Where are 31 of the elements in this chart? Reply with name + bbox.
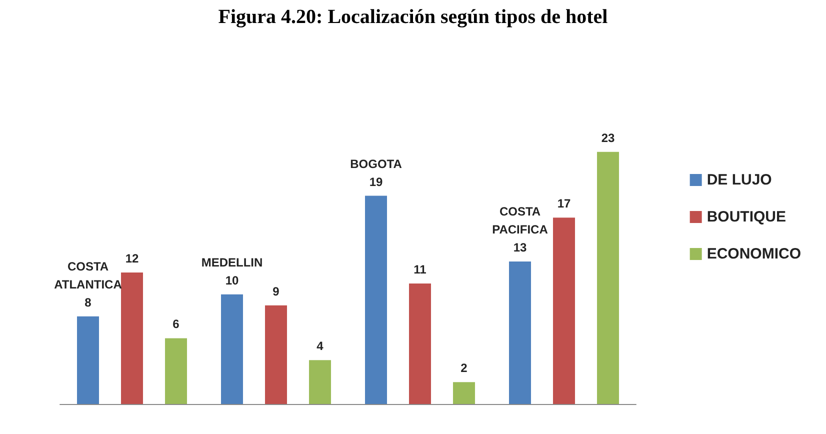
data-label: 10 xyxy=(225,273,239,288)
bar xyxy=(165,338,187,404)
bar xyxy=(221,294,243,404)
data-label: 9 xyxy=(272,284,280,298)
data-label: 2 xyxy=(460,361,468,376)
bar xyxy=(265,305,287,404)
chart-title: Figura 4.20: Localización según tipos de hotel xyxy=(218,6,608,28)
legend-label: DE LUJO xyxy=(706,172,772,188)
x-tick-label: BOGOTA xyxy=(350,156,402,171)
bar xyxy=(309,360,331,404)
bar xyxy=(121,272,143,404)
data-label: 19 xyxy=(369,174,383,189)
data-label: 23 xyxy=(601,130,615,145)
data-label: 8 xyxy=(84,295,92,310)
bar xyxy=(509,262,531,404)
bar xyxy=(365,196,387,404)
x-tick-label: COSTA PACIFICA xyxy=(492,204,548,237)
bar xyxy=(453,382,475,404)
bar xyxy=(409,283,431,404)
bar xyxy=(77,316,99,404)
legend-label: BOUTIQUE xyxy=(706,208,786,226)
legend-label: ECONOMICO xyxy=(706,246,802,262)
data-label: 13 xyxy=(513,240,527,255)
data-label: 11 xyxy=(414,262,427,276)
data-label: 6 xyxy=(172,317,180,332)
data-label: 12 xyxy=(125,251,139,266)
data-label: 4 xyxy=(316,339,324,354)
bar xyxy=(553,218,575,404)
data-label: 17 xyxy=(557,196,571,211)
bar xyxy=(597,152,619,404)
x-tick-label: MEDELLIN xyxy=(201,255,263,270)
